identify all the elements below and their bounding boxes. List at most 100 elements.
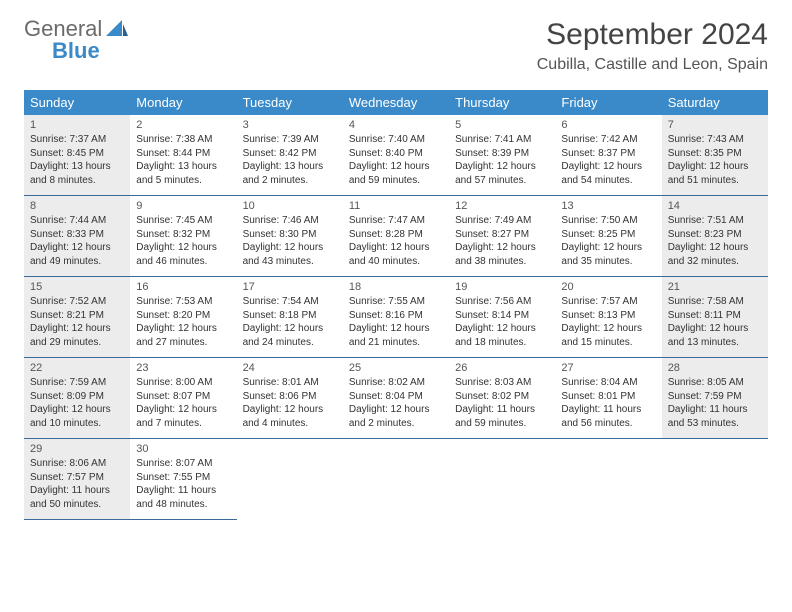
daylight-text: Daylight: 13 hours and 2 minutes. (243, 160, 337, 187)
daylight-text: Daylight: 12 hours and 15 minutes. (561, 322, 655, 349)
calendar-cell: 1Sunrise: 7:37 AMSunset: 8:45 PMDaylight… (24, 115, 130, 196)
daylight-text: Daylight: 12 hours and 54 minutes. (561, 160, 655, 187)
brand-logo: General Blue (24, 18, 128, 62)
sunset-text: Sunset: 8:32 PM (136, 228, 230, 242)
calendar-row: 8Sunrise: 7:44 AMSunset: 8:33 PMDaylight… (24, 196, 768, 277)
calendar-cell: 2Sunrise: 7:38 AMSunset: 8:44 PMDaylight… (130, 115, 236, 196)
sunrise-text: Sunrise: 7:37 AM (30, 133, 124, 147)
calendar-cell: 6Sunrise: 7:42 AMSunset: 8:37 PMDaylight… (555, 115, 661, 196)
daylight-text: Daylight: 12 hours and 29 minutes. (30, 322, 124, 349)
weekday-header: Wednesday (343, 90, 449, 115)
calendar-cell: 13Sunrise: 7:50 AMSunset: 8:25 PMDayligh… (555, 196, 661, 277)
sunset-text: Sunset: 8:16 PM (349, 309, 443, 323)
day-number: 30 (136, 443, 230, 455)
calendar-cell (343, 439, 449, 520)
sunset-text: Sunset: 8:40 PM (349, 147, 443, 161)
title-block: September 2024 Cubilla, Castille and Leo… (537, 18, 768, 74)
day-number: 6 (561, 119, 655, 131)
calendar-cell: 3Sunrise: 7:39 AMSunset: 8:42 PMDaylight… (237, 115, 343, 196)
day-number: 7 (668, 119, 762, 131)
daylight-text: Daylight: 11 hours and 53 minutes. (668, 403, 762, 430)
daylight-text: Daylight: 12 hours and 57 minutes. (455, 160, 549, 187)
calendar-cell: 8Sunrise: 7:44 AMSunset: 8:33 PMDaylight… (24, 196, 130, 277)
sail-icon (106, 20, 128, 38)
day-number: 20 (561, 281, 655, 293)
day-number: 28 (668, 362, 762, 374)
day-number: 22 (30, 362, 124, 374)
sunset-text: Sunset: 8:13 PM (561, 309, 655, 323)
calendar-cell: 16Sunrise: 7:53 AMSunset: 8:20 PMDayligh… (130, 277, 236, 358)
sunrise-text: Sunrise: 8:01 AM (243, 376, 337, 390)
day-number: 1 (30, 119, 124, 131)
daylight-text: Daylight: 13 hours and 5 minutes. (136, 160, 230, 187)
calendar-row: 15Sunrise: 7:52 AMSunset: 8:21 PMDayligh… (24, 277, 768, 358)
sunset-text: Sunset: 8:39 PM (455, 147, 549, 161)
daylight-text: Daylight: 12 hours and 2 minutes. (349, 403, 443, 430)
weekday-header: Friday (555, 90, 661, 115)
calendar-cell: 11Sunrise: 7:47 AMSunset: 8:28 PMDayligh… (343, 196, 449, 277)
day-number: 16 (136, 281, 230, 293)
calendar-cell (449, 439, 555, 520)
calendar-cell: 30Sunrise: 8:07 AMSunset: 7:55 PMDayligh… (130, 439, 236, 520)
day-number: 5 (455, 119, 549, 131)
sunset-text: Sunset: 8:21 PM (30, 309, 124, 323)
sunset-text: Sunset: 8:07 PM (136, 390, 230, 404)
sunrise-text: Sunrise: 7:57 AM (561, 295, 655, 309)
day-number: 21 (668, 281, 762, 293)
weekday-header-row: Sunday Monday Tuesday Wednesday Thursday… (24, 90, 768, 115)
day-number: 8 (30, 200, 124, 212)
day-number: 18 (349, 281, 443, 293)
sunset-text: Sunset: 8:14 PM (455, 309, 549, 323)
daylight-text: Daylight: 12 hours and 43 minutes. (243, 241, 337, 268)
daylight-text: Daylight: 11 hours and 50 minutes. (30, 484, 124, 511)
calendar-cell: 19Sunrise: 7:56 AMSunset: 8:14 PMDayligh… (449, 277, 555, 358)
day-number: 26 (455, 362, 549, 374)
sunset-text: Sunset: 8:18 PM (243, 309, 337, 323)
sunset-text: Sunset: 7:57 PM (30, 471, 124, 485)
daylight-text: Daylight: 12 hours and 51 minutes. (668, 160, 762, 187)
day-number: 9 (136, 200, 230, 212)
brand-text: General Blue (24, 18, 102, 62)
sunrise-text: Sunrise: 7:59 AM (30, 376, 124, 390)
sunrise-text: Sunrise: 7:45 AM (136, 214, 230, 228)
sunset-text: Sunset: 8:35 PM (668, 147, 762, 161)
day-number: 19 (455, 281, 549, 293)
sunrise-text: Sunrise: 8:02 AM (349, 376, 443, 390)
sunset-text: Sunset: 8:20 PM (136, 309, 230, 323)
day-number: 11 (349, 200, 443, 212)
weekday-header: Thursday (449, 90, 555, 115)
sunrise-text: Sunrise: 7:41 AM (455, 133, 549, 147)
sunset-text: Sunset: 7:59 PM (668, 390, 762, 404)
sunset-text: Sunset: 8:04 PM (349, 390, 443, 404)
weekday-header: Saturday (662, 90, 768, 115)
day-number: 10 (243, 200, 337, 212)
sunset-text: Sunset: 8:01 PM (561, 390, 655, 404)
weekday-header: Sunday (24, 90, 130, 115)
sunrise-text: Sunrise: 7:42 AM (561, 133, 655, 147)
calendar-cell: 22Sunrise: 7:59 AMSunset: 8:09 PMDayligh… (24, 358, 130, 439)
sunset-text: Sunset: 8:06 PM (243, 390, 337, 404)
sunrise-text: Sunrise: 7:50 AM (561, 214, 655, 228)
daylight-text: Daylight: 12 hours and 35 minutes. (561, 241, 655, 268)
calendar-cell (237, 439, 343, 520)
sunset-text: Sunset: 7:55 PM (136, 471, 230, 485)
sunset-text: Sunset: 8:27 PM (455, 228, 549, 242)
calendar-cell: 17Sunrise: 7:54 AMSunset: 8:18 PMDayligh… (237, 277, 343, 358)
sunrise-text: Sunrise: 7:40 AM (349, 133, 443, 147)
weekday-header: Monday (130, 90, 236, 115)
sunrise-text: Sunrise: 8:05 AM (668, 376, 762, 390)
calendar-cell: 21Sunrise: 7:58 AMSunset: 8:11 PMDayligh… (662, 277, 768, 358)
day-number: 17 (243, 281, 337, 293)
sunrise-text: Sunrise: 7:55 AM (349, 295, 443, 309)
daylight-text: Daylight: 13 hours and 8 minutes. (30, 160, 124, 187)
calendar-cell: 9Sunrise: 7:45 AMSunset: 8:32 PMDaylight… (130, 196, 236, 277)
daylight-text: Daylight: 12 hours and 24 minutes. (243, 322, 337, 349)
sunset-text: Sunset: 8:30 PM (243, 228, 337, 242)
daylight-text: Daylight: 12 hours and 4 minutes. (243, 403, 337, 430)
sunrise-text: Sunrise: 7:53 AM (136, 295, 230, 309)
daylight-text: Daylight: 11 hours and 59 minutes. (455, 403, 549, 430)
sunset-text: Sunset: 8:09 PM (30, 390, 124, 404)
calendar-cell: 29Sunrise: 8:06 AMSunset: 7:57 PMDayligh… (24, 439, 130, 520)
sunset-text: Sunset: 8:42 PM (243, 147, 337, 161)
daylight-text: Daylight: 12 hours and 49 minutes. (30, 241, 124, 268)
